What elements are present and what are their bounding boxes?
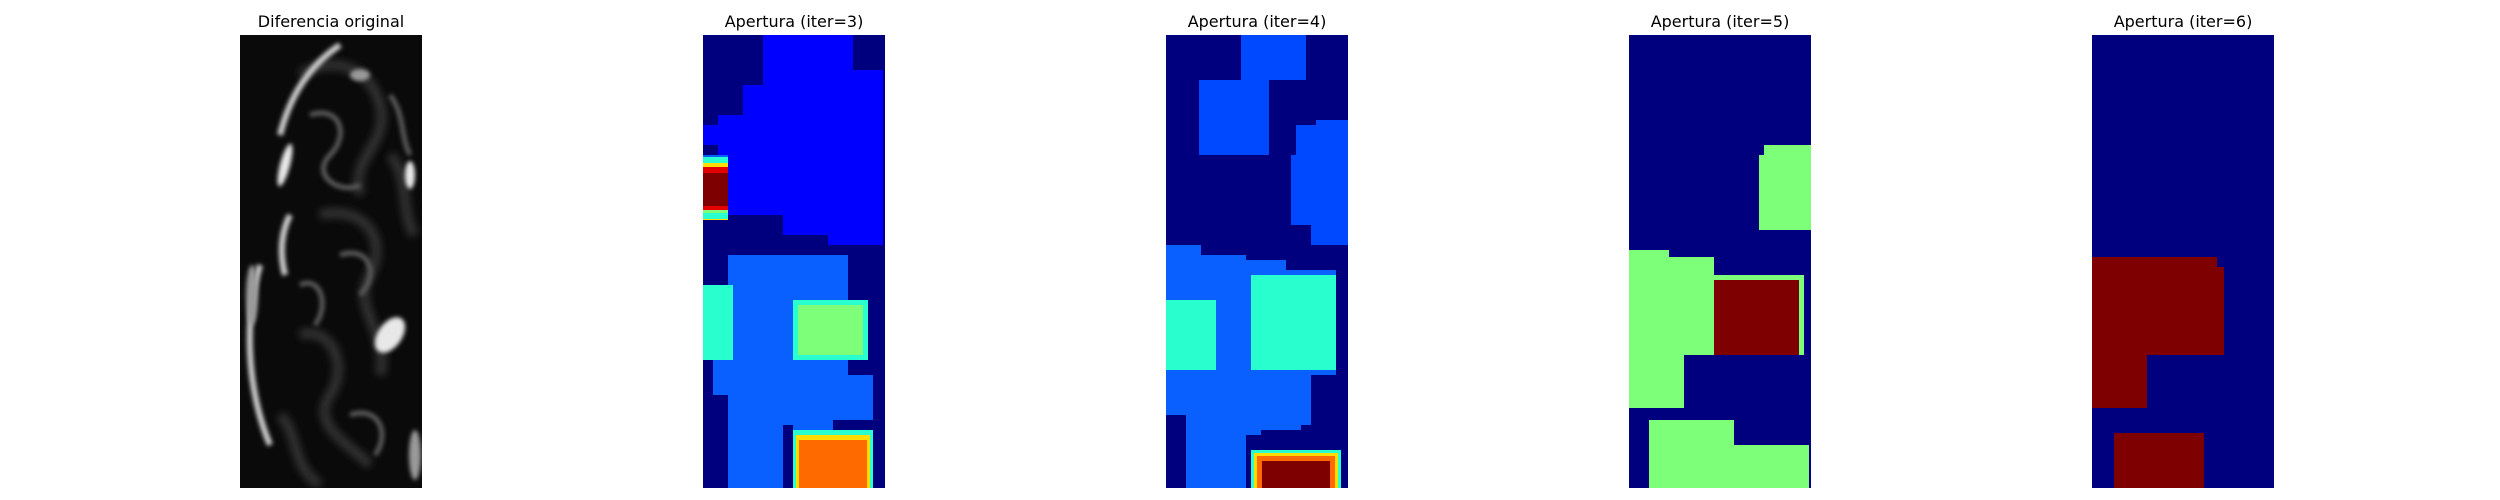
label-map-iter-5 (1629, 35, 1811, 488)
panel-title: Apertura (iter=3) (724, 12, 864, 31)
label-map-iter-3 (703, 35, 885, 488)
original-difference-image (240, 35, 422, 488)
panel-title: Apertura (iter=6) (2113, 12, 2253, 31)
label-map-iter-4 (1166, 35, 1348, 488)
panel-original: Diferencia original (240, 0, 422, 500)
panel-iter-6: Apertura (iter=6) (2092, 0, 2274, 500)
panel-iter-5: Apertura (iter=5) (1629, 0, 1811, 500)
panel-title: Diferencia original (257, 12, 405, 31)
label-map-iter-6 (2092, 35, 2274, 488)
panel-title: Apertura (iter=4) (1187, 12, 1327, 31)
panel-iter-3: Apertura (iter=3) (703, 0, 885, 500)
panel-title: Apertura (iter=5) (1650, 12, 1790, 31)
panel-iter-4: Apertura (iter=4) (1166, 0, 1348, 500)
